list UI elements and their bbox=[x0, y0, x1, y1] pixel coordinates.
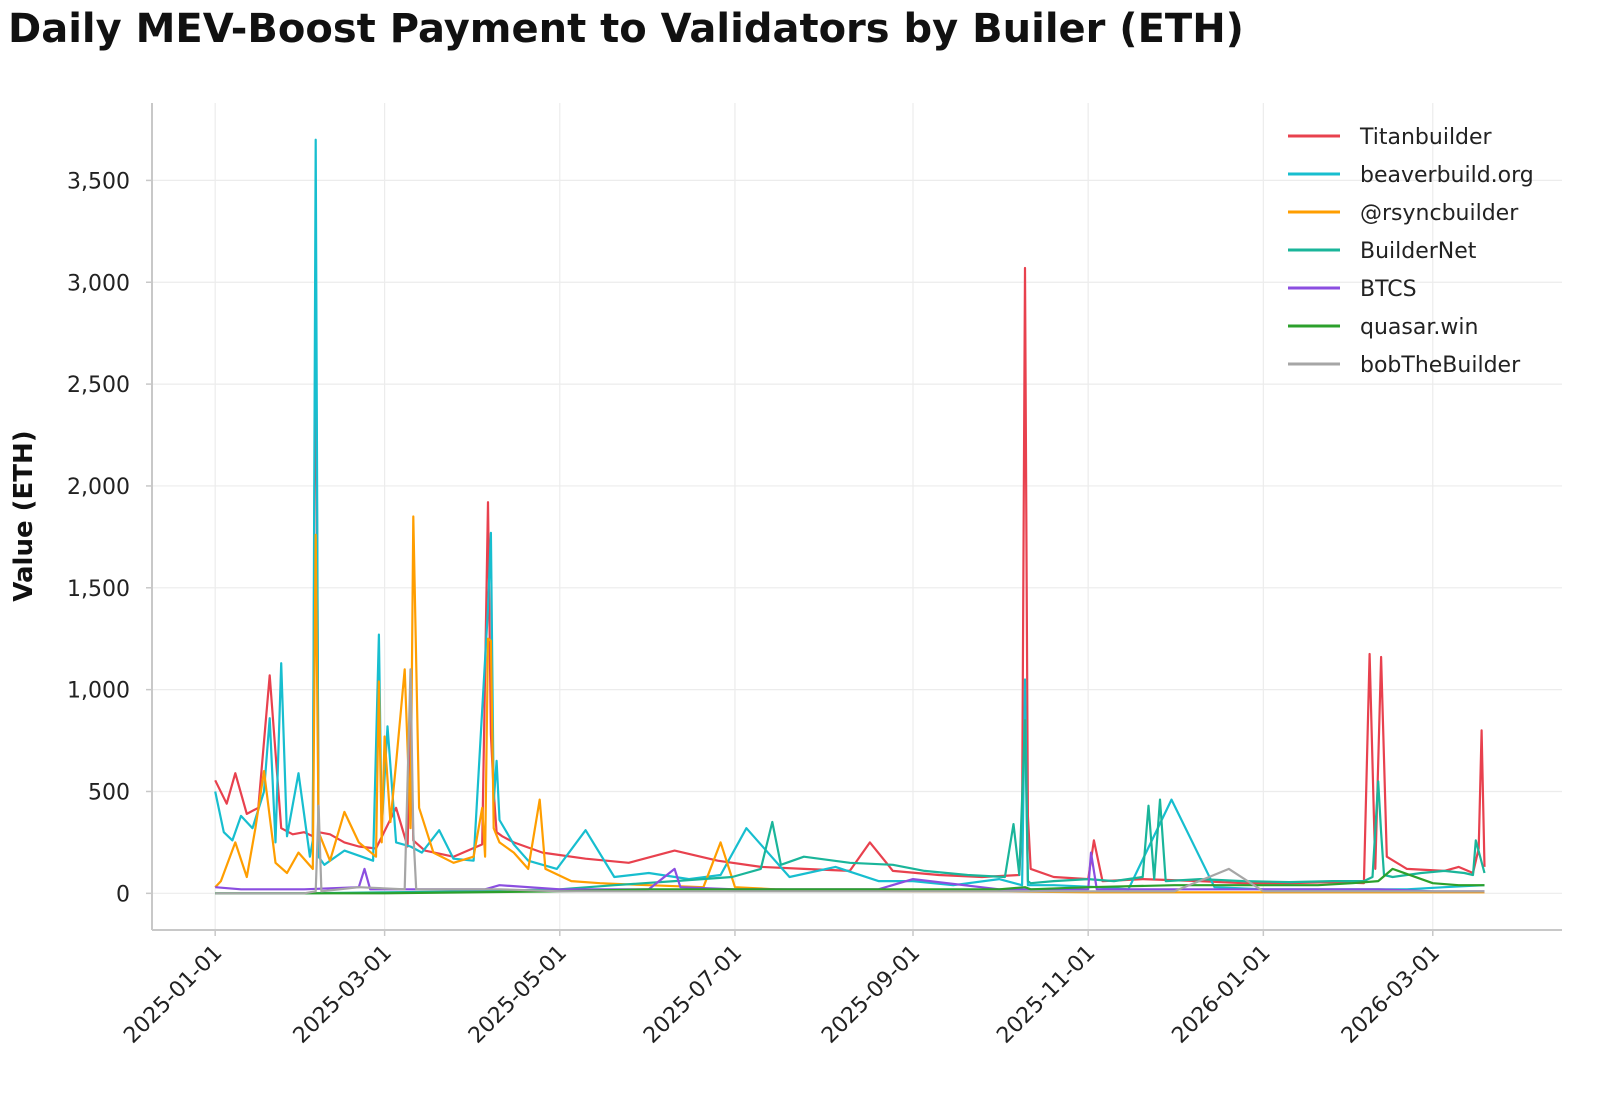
legend-entry: BTCS bbox=[1288, 277, 1417, 302]
legend: Titanbuilder beaverbuild.org @rsyncbuilder… bbox=[1288, 125, 1534, 378]
x-tick-labels: 2025-01-01 2025-03-01 2025-05-01 2025-07-01… bbox=[119, 930, 1445, 1049]
legend-label: bobTheBuilder bbox=[1360, 353, 1521, 378]
x-tick-label: 2026-03-01 bbox=[1337, 941, 1445, 1049]
y-tick-label: 1,000 bbox=[67, 679, 130, 704]
y-tick-label: 3,000 bbox=[67, 271, 130, 296]
legend-entry: @rsyncbuilder bbox=[1288, 201, 1519, 226]
grid-lines bbox=[152, 103, 1562, 930]
axes bbox=[151, 103, 1562, 931]
series-lines bbox=[214, 138, 1486, 895]
legend-label: @rsyncbuilder bbox=[1360, 201, 1519, 226]
chart-title: Daily MEV-Boost Payment to Validators by… bbox=[8, 6, 1244, 52]
series-line-titanbuilder bbox=[214, 260, 1486, 885]
legend-label: beaverbuild.org bbox=[1360, 163, 1534, 188]
y-tick-label: 1,500 bbox=[67, 577, 130, 602]
legend-entry: beaverbuild.org bbox=[1288, 163, 1534, 188]
y-tick-label: 2,500 bbox=[67, 373, 130, 398]
x-tick-label: 2025-01-01 bbox=[119, 941, 227, 1049]
y-tick-label: 3,500 bbox=[67, 169, 130, 194]
x-tick-label: 2025-09-01 bbox=[817, 941, 925, 1049]
series-line-beaverbuild-org bbox=[214, 138, 1485, 891]
legend-entry: Titanbuilder bbox=[1288, 125, 1493, 150]
series-line-bobthebuilder bbox=[215, 668, 1485, 895]
y-tick-label: 2,000 bbox=[67, 475, 130, 500]
y-tick-label: 0 bbox=[116, 882, 130, 907]
x-tick-label: 2026-01-01 bbox=[1167, 941, 1275, 1049]
x-tick-label: 2025-05-01 bbox=[464, 941, 572, 1049]
series-line-quasar-win bbox=[215, 867, 1485, 895]
series-line-buildernet bbox=[215, 719, 1486, 895]
legend-entry: BuilderNet bbox=[1288, 239, 1477, 264]
legend-label: quasar.win bbox=[1360, 315, 1478, 340]
legend-entry: bobTheBuilder bbox=[1288, 353, 1521, 378]
y-tick-labels: 0 500 1,000 1,500 2,000 2,500 3,000 3,500 bbox=[67, 169, 152, 907]
y-axis-label: Value (ETH) bbox=[9, 430, 39, 601]
legend-label: BTCS bbox=[1360, 277, 1417, 302]
legend-label: Titanbuilder bbox=[1359, 125, 1493, 150]
series-line-btcs bbox=[215, 851, 1485, 893]
legend-entry: quasar.win bbox=[1288, 315, 1478, 340]
legend-label: BuilderNet bbox=[1360, 239, 1477, 264]
x-tick-label: 2025-03-01 bbox=[289, 941, 397, 1049]
y-tick-label: 500 bbox=[88, 780, 130, 805]
x-tick-label: 2025-11-01 bbox=[992, 941, 1100, 1049]
x-tick-label: 2025-07-01 bbox=[639, 941, 747, 1049]
